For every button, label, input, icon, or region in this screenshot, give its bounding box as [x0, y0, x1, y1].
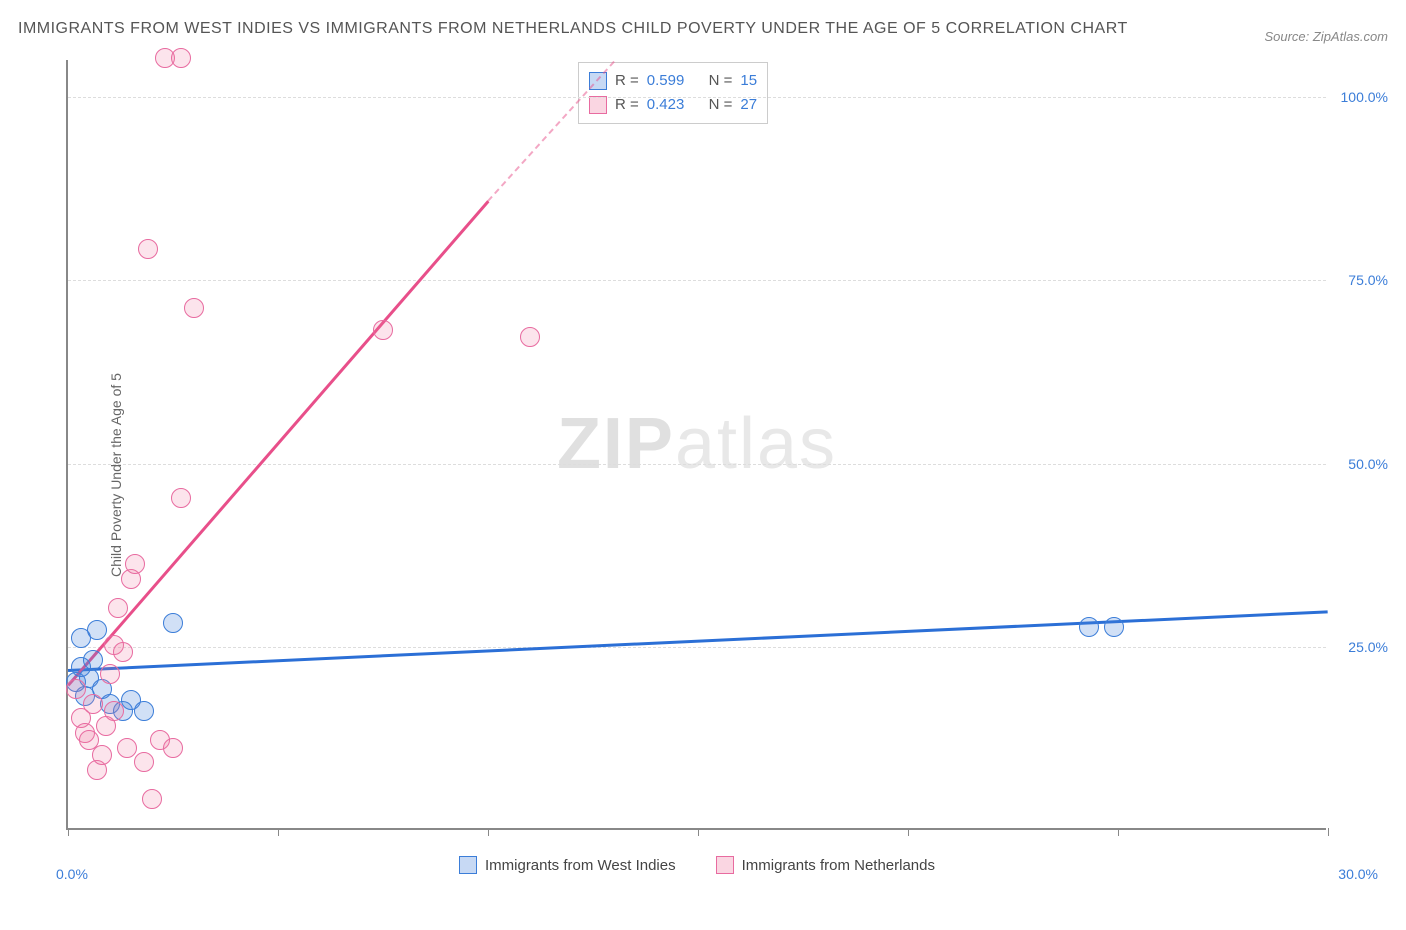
y-tick-label: 75.0%	[1348, 272, 1388, 288]
x-tick	[278, 828, 279, 836]
data-point	[134, 752, 154, 772]
x-max-label: 30.0%	[1338, 866, 1378, 882]
data-point	[113, 642, 133, 662]
gridline	[68, 280, 1326, 281]
data-point	[520, 327, 540, 347]
stats-row-blue: R = 0.599 N = 15	[589, 69, 757, 93]
y-tick-label: 50.0%	[1348, 456, 1388, 472]
y-tick-label: 100.0%	[1341, 89, 1388, 105]
data-point	[104, 701, 124, 721]
chart-container: Child Poverty Under the Age of 5 ZIPatla…	[18, 50, 1388, 900]
x-tick	[68, 828, 69, 836]
watermark: ZIPatlas	[557, 403, 837, 485]
data-point	[134, 701, 154, 721]
data-point	[138, 239, 158, 259]
x-tick	[908, 828, 909, 836]
data-point	[1104, 617, 1124, 637]
x-min-label: 0.0%	[56, 866, 88, 882]
plot-area: ZIPatlas R = 0.599 N = 15 R = 0.423 N = …	[66, 60, 1326, 830]
trend-line	[487, 61, 614, 202]
x-tick	[1118, 828, 1119, 836]
swatch-pink-icon	[716, 856, 734, 874]
data-point	[163, 738, 183, 758]
data-point	[1079, 617, 1099, 637]
x-tick	[1328, 828, 1329, 836]
chart-title: IMMIGRANTS FROM WEST INDIES VS IMMIGRANT…	[18, 14, 1128, 44]
data-point	[66, 679, 86, 699]
series-legend: Immigrants from West Indies Immigrants f…	[68, 856, 1326, 874]
legend-item-blue: Immigrants from West Indies	[459, 856, 676, 874]
data-point	[117, 738, 137, 758]
stats-legend: R = 0.599 N = 15 R = 0.423 N = 27	[578, 62, 768, 124]
data-point	[373, 320, 393, 340]
y-tick-label: 25.0%	[1348, 639, 1388, 655]
data-point	[100, 664, 120, 684]
trend-line	[68, 610, 1328, 671]
data-point	[92, 745, 112, 765]
legend-item-pink: Immigrants from Netherlands	[716, 856, 935, 874]
data-point	[87, 620, 107, 640]
n-value-blue: 15	[740, 69, 757, 93]
x-tick	[698, 828, 699, 836]
data-point	[83, 694, 103, 714]
data-point	[83, 650, 103, 670]
data-point	[125, 554, 145, 574]
data-point	[163, 613, 183, 633]
legend-label-blue: Immigrants from West Indies	[485, 857, 676, 874]
legend-label-pink: Immigrants from Netherlands	[742, 857, 935, 874]
gridline	[68, 97, 1326, 98]
data-point	[171, 48, 191, 68]
data-point	[184, 298, 204, 318]
trend-line	[67, 200, 489, 686]
r-value-blue: 0.599	[647, 69, 685, 93]
data-point	[142, 789, 162, 809]
data-point	[108, 598, 128, 618]
gridline	[68, 647, 1326, 648]
swatch-pink	[589, 96, 607, 114]
x-tick	[488, 828, 489, 836]
data-point	[171, 488, 191, 508]
source-label: Source: ZipAtlas.com	[1264, 29, 1388, 44]
swatch-blue-icon	[459, 856, 477, 874]
